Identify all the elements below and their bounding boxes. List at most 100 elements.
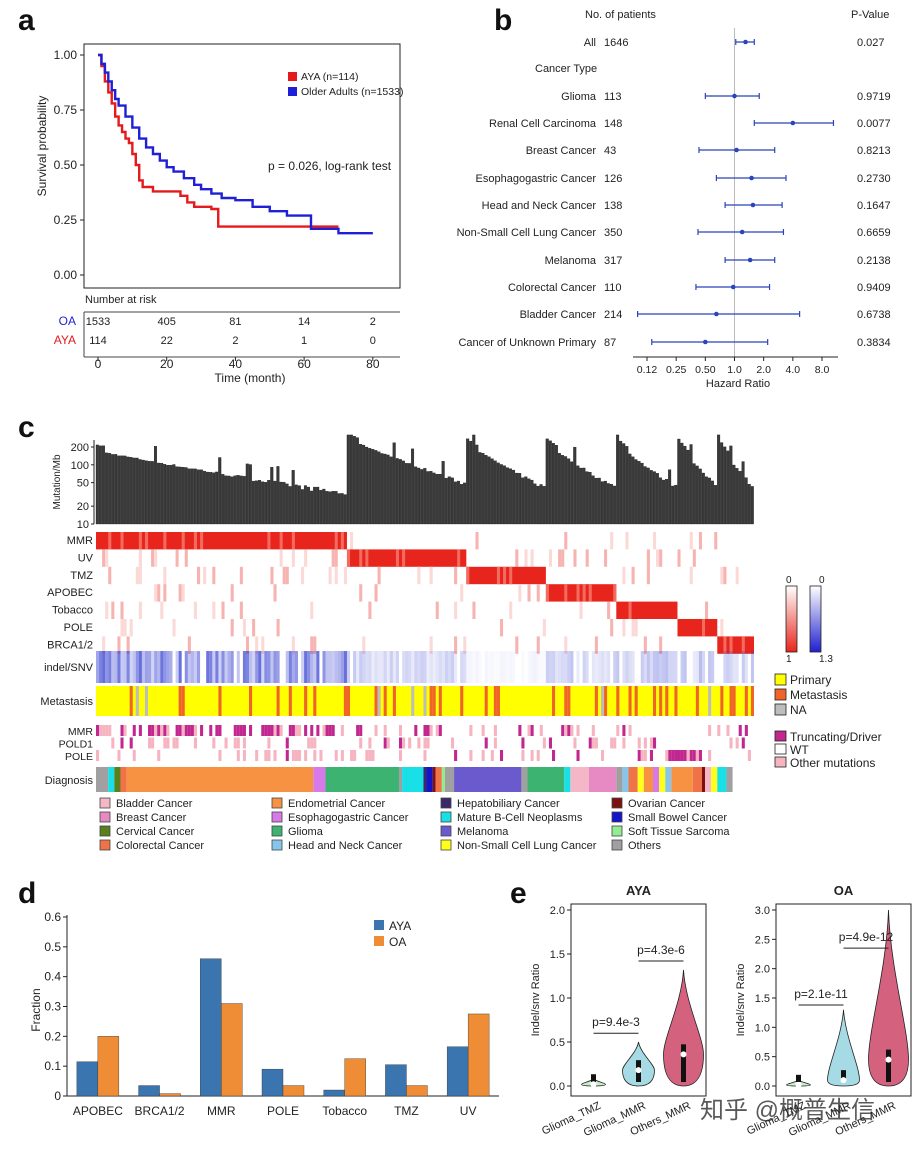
tmb-bar xyxy=(567,458,571,525)
hr-point xyxy=(750,202,756,208)
tmb-bar xyxy=(383,453,387,525)
mutation-other-cell xyxy=(264,750,268,761)
tmb-bar xyxy=(527,478,531,525)
mutation-driver-cell xyxy=(426,725,430,736)
x-tick-label: 2.0 xyxy=(756,364,771,376)
mutation-other-cell xyxy=(273,725,277,736)
ratio-cell xyxy=(499,651,504,683)
tmb-bar xyxy=(573,446,577,525)
tmb-bar xyxy=(258,480,262,525)
signature-cell xyxy=(126,636,130,654)
ratio-cell xyxy=(129,651,133,683)
ratio-cell xyxy=(460,651,464,683)
signature-cell xyxy=(460,584,464,602)
mutation-other-cell xyxy=(279,725,283,736)
mutation-driver-cell xyxy=(285,750,289,761)
na-cell xyxy=(423,686,427,716)
signature-cell xyxy=(631,566,635,585)
mutation-driver-cell xyxy=(316,725,320,736)
ratio-cell xyxy=(484,651,488,683)
ratio-cell xyxy=(331,651,335,683)
signature-cell xyxy=(135,566,139,585)
tmb-bar xyxy=(190,468,194,525)
diagnosis-legend-label: Mature B-Cell Neoplasms xyxy=(457,812,583,824)
signature-cell xyxy=(536,584,540,602)
ratio-cell xyxy=(711,651,715,683)
signature-cell xyxy=(527,584,531,602)
mutation-other-cell xyxy=(212,737,216,749)
ratio-cell xyxy=(218,651,222,683)
ratio-cell xyxy=(411,651,415,683)
mutation-other-cell xyxy=(322,725,326,736)
tmb-bar xyxy=(658,477,662,525)
violin-title: AYA xyxy=(626,883,652,898)
tmb-bar xyxy=(291,470,295,525)
mutation-other-cell xyxy=(386,737,390,749)
hr-point xyxy=(747,257,753,263)
signature-cell xyxy=(203,566,207,585)
violin-median xyxy=(635,1067,642,1074)
tmb-bar xyxy=(398,459,402,525)
mutation-driver-cell xyxy=(236,725,240,736)
tmb-bar xyxy=(741,461,745,525)
tmb-bar xyxy=(579,467,583,525)
ratio-cell xyxy=(701,651,706,683)
diagnosis-segment xyxy=(126,767,314,792)
signature-cell xyxy=(518,584,522,602)
mutation-other-cell xyxy=(423,750,427,761)
tmb-bar xyxy=(747,483,751,525)
y-tick-label: 1.5 xyxy=(550,949,565,961)
tmb-tick-label: 50 xyxy=(77,478,89,490)
ratio-cell xyxy=(466,651,470,683)
x-tick-label: 0.50 xyxy=(695,364,716,376)
ratio-cell xyxy=(138,651,142,683)
signature-cell xyxy=(212,566,216,585)
diagnosis-segment xyxy=(564,767,571,792)
signature-cell xyxy=(454,566,458,585)
tmb-bar xyxy=(206,471,209,525)
forest-row-n: 126 xyxy=(604,173,622,185)
signature-cell xyxy=(558,549,562,567)
mutation-other-cell xyxy=(117,750,121,761)
forest-row-p: 0.2138 xyxy=(857,255,891,267)
tmb-bar xyxy=(750,486,754,525)
signature-cell xyxy=(499,619,504,637)
diagnosis-legend-swatch xyxy=(99,797,111,809)
tmb-bar xyxy=(481,453,485,525)
tmb-bar xyxy=(316,486,320,525)
metastasis-cell xyxy=(304,686,308,716)
tmb-bar xyxy=(646,467,650,525)
hr-point xyxy=(743,39,748,45)
signature-cell xyxy=(230,584,234,602)
red-scale-max: 1 xyxy=(786,654,792,665)
ratio-cell xyxy=(656,651,660,683)
ratio-cell xyxy=(230,651,234,683)
ratio-cell xyxy=(255,651,259,683)
mutation-other-cell xyxy=(236,750,240,761)
diagnosis-legend-label: Cervical Cancer xyxy=(116,826,195,838)
mutation-other-cell xyxy=(600,750,605,761)
metastasis-cell xyxy=(720,686,724,716)
tmb-bar xyxy=(622,443,626,525)
signature-cell xyxy=(193,601,197,619)
diagnosis-segment xyxy=(313,767,326,792)
header-pvalue: P-Value xyxy=(851,9,889,21)
ratio-cell xyxy=(600,651,605,683)
ratio-cell xyxy=(102,651,106,683)
x-tick-label: TMZ xyxy=(394,1104,419,1118)
ratio-cell xyxy=(622,651,626,683)
ratio-cell xyxy=(301,651,305,683)
signature-cell xyxy=(123,619,127,637)
diagnosis-segment xyxy=(628,767,638,792)
mutation-other-cell xyxy=(435,725,439,736)
tmb-bar xyxy=(426,471,430,525)
mutation-other-cell xyxy=(622,737,626,749)
ratio-cell xyxy=(120,651,124,683)
diagnosis-segment xyxy=(120,767,127,792)
ratio-cell xyxy=(680,651,684,683)
panel-letter-c: c xyxy=(18,411,35,444)
bar-oa-apobec xyxy=(97,1036,120,1097)
metastasis-cell xyxy=(659,686,663,716)
mutation-driver-cell xyxy=(239,725,243,736)
forest-row-p: 0.9719 xyxy=(857,91,891,103)
